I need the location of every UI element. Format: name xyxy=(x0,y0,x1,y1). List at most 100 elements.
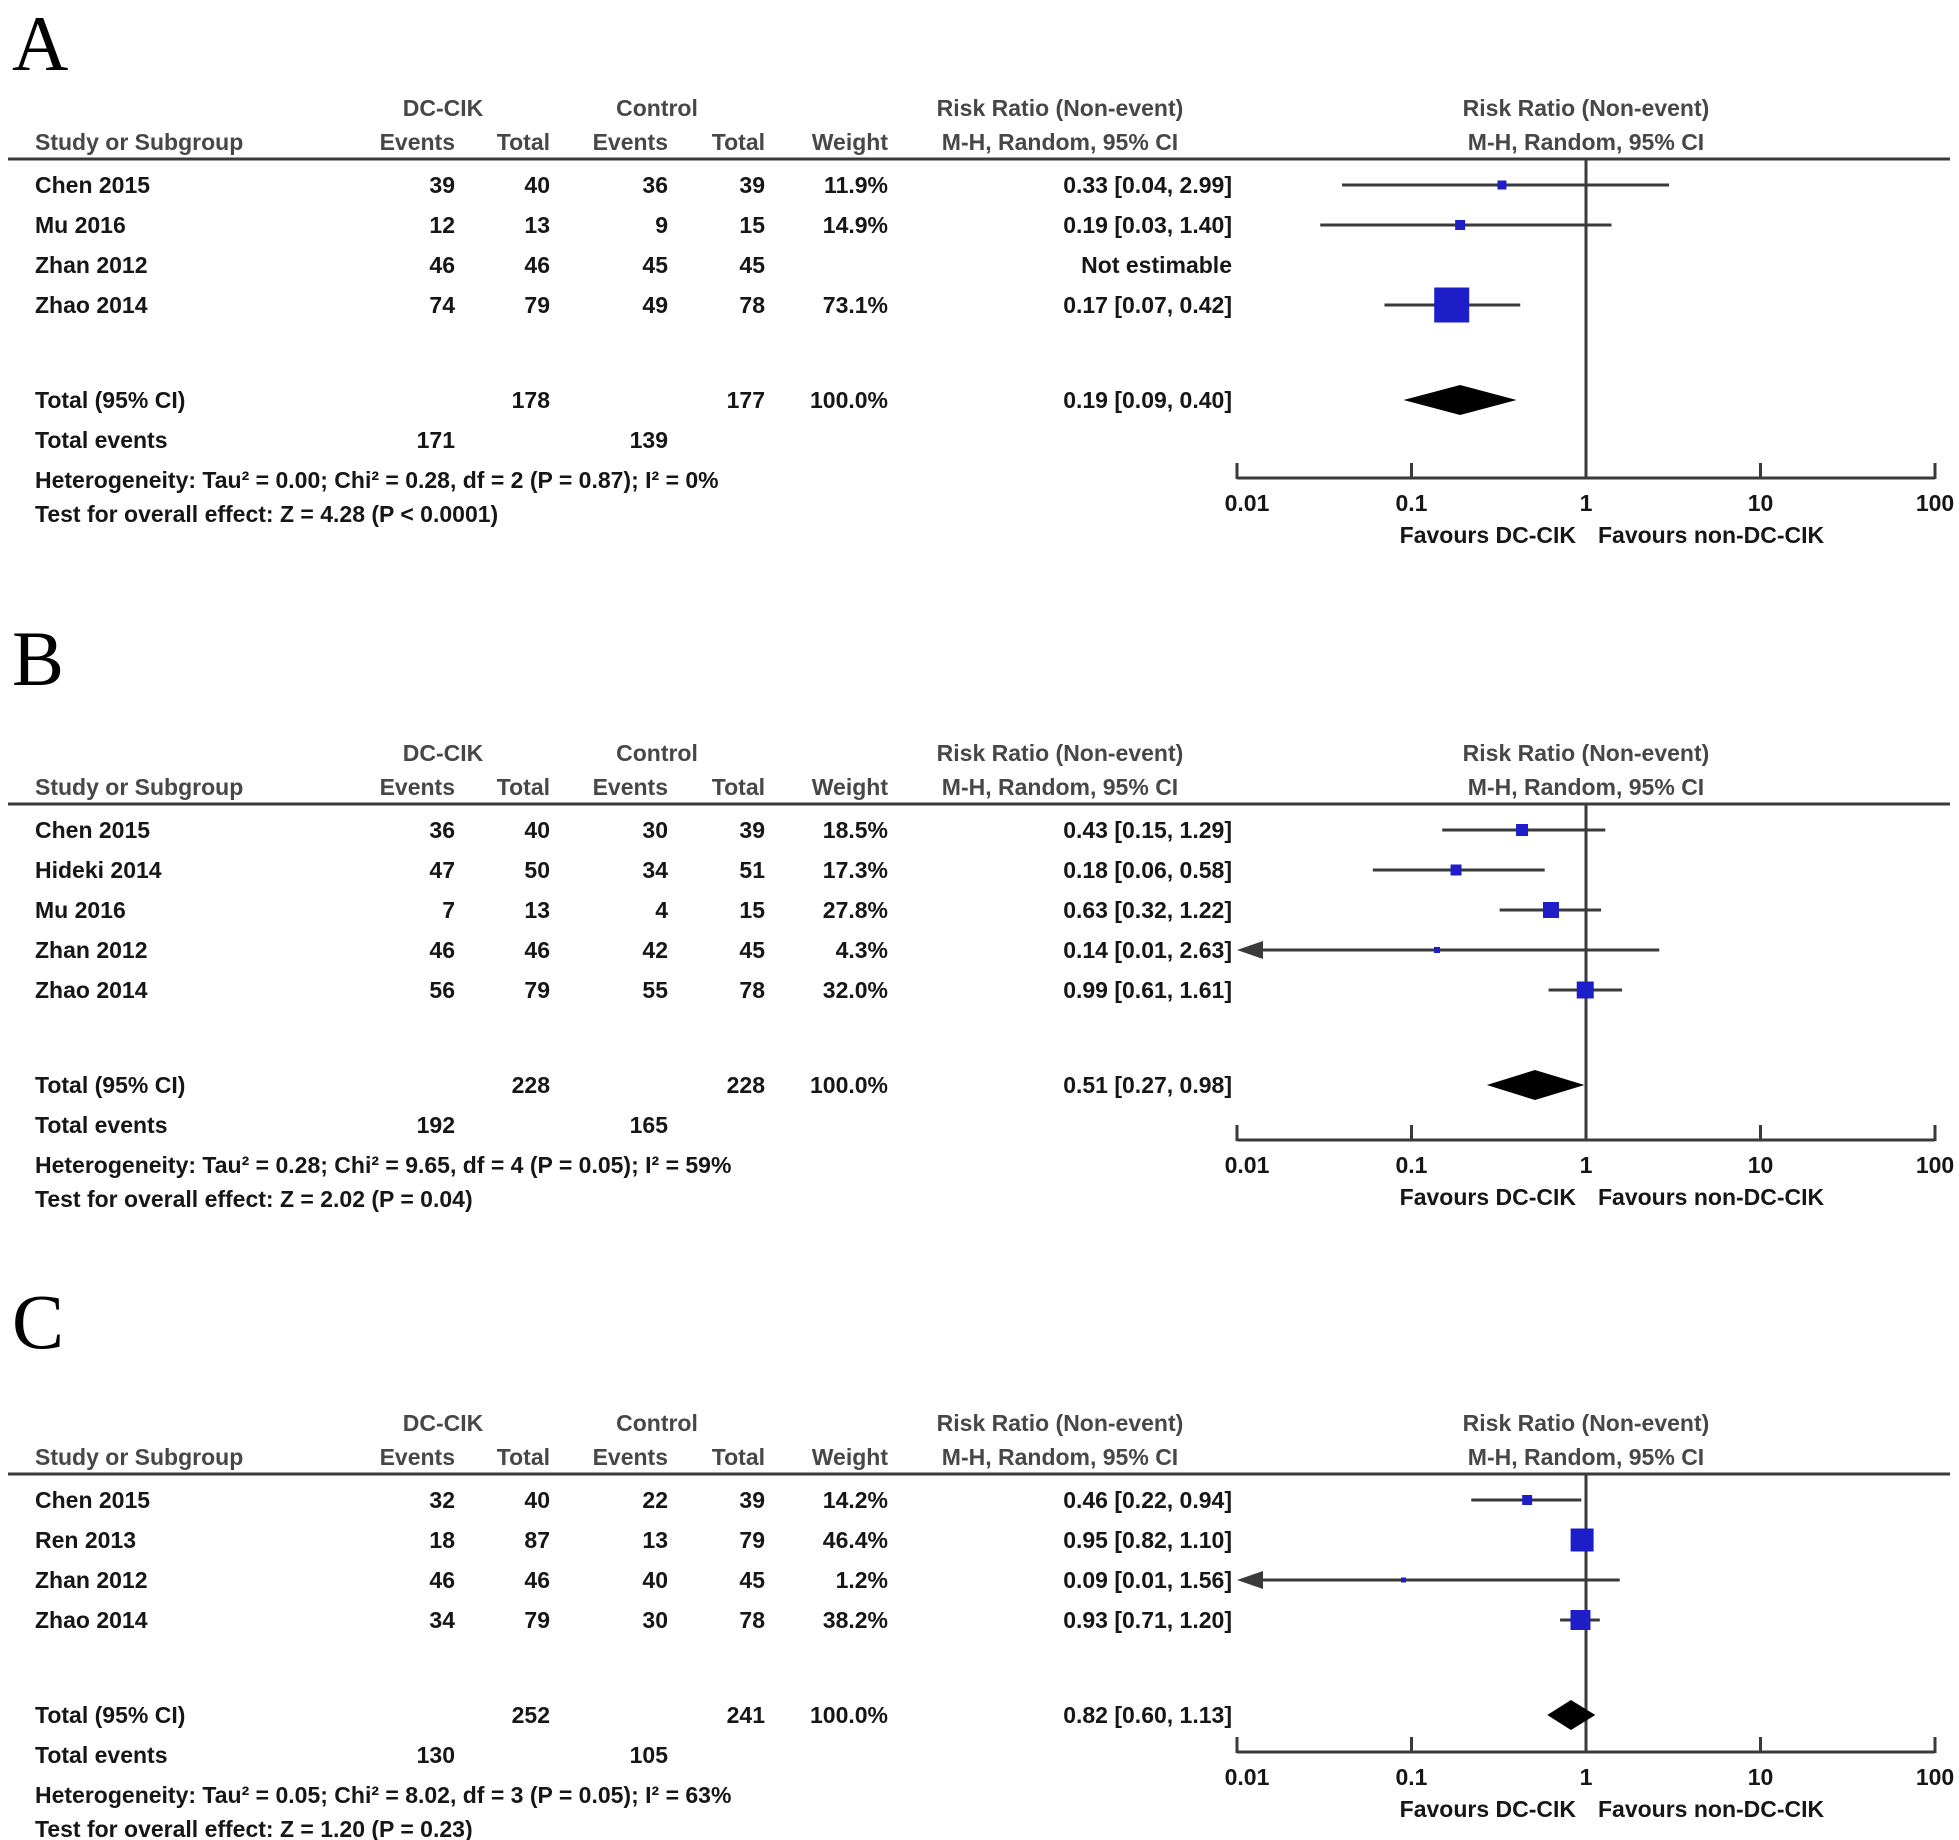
axis-tick-label: 0.01 xyxy=(1224,1764,1270,1790)
total-exp-n: 252 xyxy=(511,1702,550,1728)
ctl-events-value: 42 xyxy=(642,937,668,963)
favours-right-label: Favours non-DC-CIK xyxy=(1598,522,1825,548)
exp-events-value: 12 xyxy=(429,212,455,238)
study-name: Mu 2016 xyxy=(35,212,126,238)
study-name: Chen 2015 xyxy=(35,817,151,843)
ctl-events-value: 55 xyxy=(642,977,668,1003)
risk-ratio-value: Not estimable xyxy=(1081,252,1232,278)
ctl-events-value: 49 xyxy=(642,292,668,318)
risk-ratio-value: 0.46 [0.22, 0.94] xyxy=(1063,1487,1232,1513)
exp-total-value: 40 xyxy=(524,817,550,843)
pooled-diamond-marker xyxy=(1403,385,1517,415)
study-name: Mu 2016 xyxy=(35,897,126,923)
study-name: Zhao 2014 xyxy=(35,1607,148,1633)
ctl-total-value: 78 xyxy=(739,1607,765,1633)
ctl-events-value: 30 xyxy=(642,817,668,843)
total-events-label: Total events xyxy=(35,427,168,453)
study-name: Zhan 2012 xyxy=(35,1567,148,1593)
exp-total-value: 50 xyxy=(524,857,550,883)
total-events-exp: 171 xyxy=(416,427,455,453)
weight-value: 46.4% xyxy=(822,1527,888,1553)
risk-ratio-value: 0.93 [0.71, 1.20] xyxy=(1063,1607,1232,1633)
effect-square-marker xyxy=(1450,864,1462,876)
study-name: Zhao 2014 xyxy=(35,977,148,1003)
total-row-label: Total (95% CI) xyxy=(35,1072,186,1098)
exp-events-value: 46 xyxy=(429,252,455,278)
ctl-events-value: 9 xyxy=(655,212,668,238)
exp-events-value: 74 xyxy=(429,292,455,318)
risk-ratio-value: 0.19 [0.03, 1.40] xyxy=(1063,212,1232,238)
total-weight: 100.0% xyxy=(809,1702,888,1728)
effect-square-marker xyxy=(1497,180,1507,190)
ci-arrow-left-icon xyxy=(1237,941,1263,959)
overall-effect-stats: Test for overall effect: Z = 2.02 (P = 0… xyxy=(35,1186,473,1212)
weight-value: 27.8% xyxy=(822,897,888,923)
weight-value: 73.1% xyxy=(822,292,888,318)
ctl-total-value: 39 xyxy=(739,817,765,843)
effect-square-marker xyxy=(1516,824,1529,836)
exp-total-value: 13 xyxy=(524,897,550,923)
overall-effect-stats: Test for overall effect: Z = 1.20 (P = 0… xyxy=(35,1816,473,1840)
weight-value: 17.3% xyxy=(822,857,888,883)
study-name: Zhan 2012 xyxy=(35,937,148,963)
ctl-total-value: 15 xyxy=(739,212,765,238)
heterogeneity-stats: Heterogeneity: Tau² = 0.00; Chi² = 0.28,… xyxy=(35,467,719,493)
total-weight: 100.0% xyxy=(809,387,888,413)
total-exp-n: 228 xyxy=(511,1072,550,1098)
risk-ratio-value: 0.33 [0.04, 2.99] xyxy=(1063,172,1232,198)
study-name: Zhao 2014 xyxy=(35,292,148,318)
pooled-diamond-marker xyxy=(1486,1070,1585,1100)
study-name: Ren 2013 xyxy=(35,1527,137,1553)
risk-ratio-value: 0.43 [0.15, 1.29] xyxy=(1063,817,1232,843)
favours-right-label: Favours non-DC-CIK xyxy=(1598,1796,1825,1822)
axis-tick-label: 0.1 xyxy=(1395,490,1428,516)
risk-ratio-value: 0.99 [0.61, 1.61] xyxy=(1063,977,1232,1003)
total-exp-n: 178 xyxy=(511,387,550,413)
ctl-total-value: 39 xyxy=(739,172,765,198)
exp-events-value: 56 xyxy=(429,977,455,1003)
weight-value: 38.2% xyxy=(822,1607,888,1633)
total-events-label: Total events xyxy=(35,1742,168,1768)
exp-events-value: 46 xyxy=(429,937,455,963)
total-risk-ratio: 0.82 [0.60, 1.13] xyxy=(1063,1702,1232,1728)
axis-tick-label: 1 xyxy=(1579,490,1593,516)
ctl-total-value: 51 xyxy=(739,857,765,883)
effect-square-marker xyxy=(1401,1577,1407,1583)
ctl-total-value: 79 xyxy=(739,1527,765,1553)
study-name: Chen 2015 xyxy=(35,1487,151,1513)
exp-total-value: 87 xyxy=(524,1527,550,1553)
axis-tick-label: 0.1 xyxy=(1395,1764,1428,1790)
axis-tick-label: 10 xyxy=(1747,1764,1774,1790)
study-name: Hideki 2014 xyxy=(35,857,162,883)
axis-tick-label: 10 xyxy=(1747,490,1774,516)
ctl-total-value: 78 xyxy=(739,977,765,1003)
axis-tick-label: 100 xyxy=(1915,1152,1955,1178)
ctl-total-value: 78 xyxy=(739,292,765,318)
weight-value: 18.5% xyxy=(822,817,888,843)
weight-value: 11.9% xyxy=(824,172,888,198)
total-events-label: Total events xyxy=(35,1112,168,1138)
ci-arrow-left-icon xyxy=(1237,1571,1263,1589)
ctl-total-value: 45 xyxy=(739,1567,765,1593)
effect-square-marker xyxy=(1522,1495,1533,1505)
total-risk-ratio: 0.51 [0.27, 0.98] xyxy=(1063,1072,1232,1098)
risk-ratio-value: 0.09 [0.01, 1.56] xyxy=(1063,1567,1232,1593)
effect-square-marker xyxy=(1455,220,1466,230)
overall-effect-stats: Test for overall effect: Z = 4.28 (P < 0… xyxy=(35,501,499,527)
axis-tick-label: 0.01 xyxy=(1224,490,1270,516)
total-ctl-n: 241 xyxy=(726,1702,765,1728)
ctl-events-value: 45 xyxy=(642,252,668,278)
exp-events-value: 32 xyxy=(429,1487,455,1513)
favours-right-label: Favours non-DC-CIK xyxy=(1598,1184,1825,1210)
weight-value: 14.9% xyxy=(822,212,888,238)
favours-left-label: Favours DC-CIK xyxy=(1399,522,1576,548)
risk-ratio-value: 0.17 [0.07, 0.42] xyxy=(1063,292,1232,318)
ctl-events-value: 36 xyxy=(642,172,668,198)
exp-events-value: 36 xyxy=(429,817,455,843)
ctl-events-value: 22 xyxy=(642,1487,668,1513)
ctl-events-value: 34 xyxy=(642,857,668,883)
total-row-label: Total (95% CI) xyxy=(35,1702,186,1728)
axis-tick-label: 10 xyxy=(1747,1152,1774,1178)
